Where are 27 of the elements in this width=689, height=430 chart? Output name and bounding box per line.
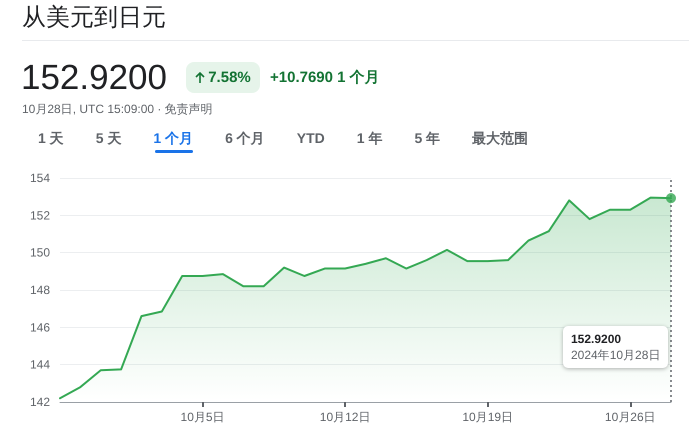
chart-subtitle: 10月28日, UTC 15:09:00 · 免责声明	[22, 102, 213, 117]
y-tick-label: 146	[30, 320, 50, 334]
x-tick-label: 10月26日	[604, 410, 656, 424]
annotation: 152.9200	[571, 331, 622, 347]
text: +10.7690 1 个月	[270, 68, 380, 88]
x-tick-label: 10月5日	[180, 410, 225, 424]
text: 1 年	[356, 129, 382, 147]
tooltip-box: 152.9200 2024年10月28日	[563, 326, 668, 368]
text: 1 天	[38, 129, 64, 147]
text: YTD	[296, 129, 325, 147]
y-tick-label: 144	[30, 358, 50, 372]
text: 5 天	[96, 129, 122, 147]
badge: 7.58%	[186, 62, 260, 93]
text: 6 个月	[225, 129, 265, 147]
text: 1 个月	[153, 129, 194, 147]
chart-title: 从美元到日元	[22, 3, 166, 33]
y-tick-label: 150	[30, 246, 50, 260]
y-tick-label: 154	[30, 171, 50, 185]
text: 152.9200	[21, 58, 167, 98]
text: 最大范围	[472, 129, 528, 147]
y-tick-label: 148	[30, 283, 50, 297]
x-tick-label: 10月19日	[462, 410, 514, 424]
y-tick-label: 142	[30, 395, 50, 409]
text: 5 年	[414, 129, 440, 147]
annotation: 2024年10月28日	[571, 347, 660, 363]
y-tick-label: 152	[30, 208, 50, 222]
x-tick-label: 10月12日	[320, 410, 370, 424]
